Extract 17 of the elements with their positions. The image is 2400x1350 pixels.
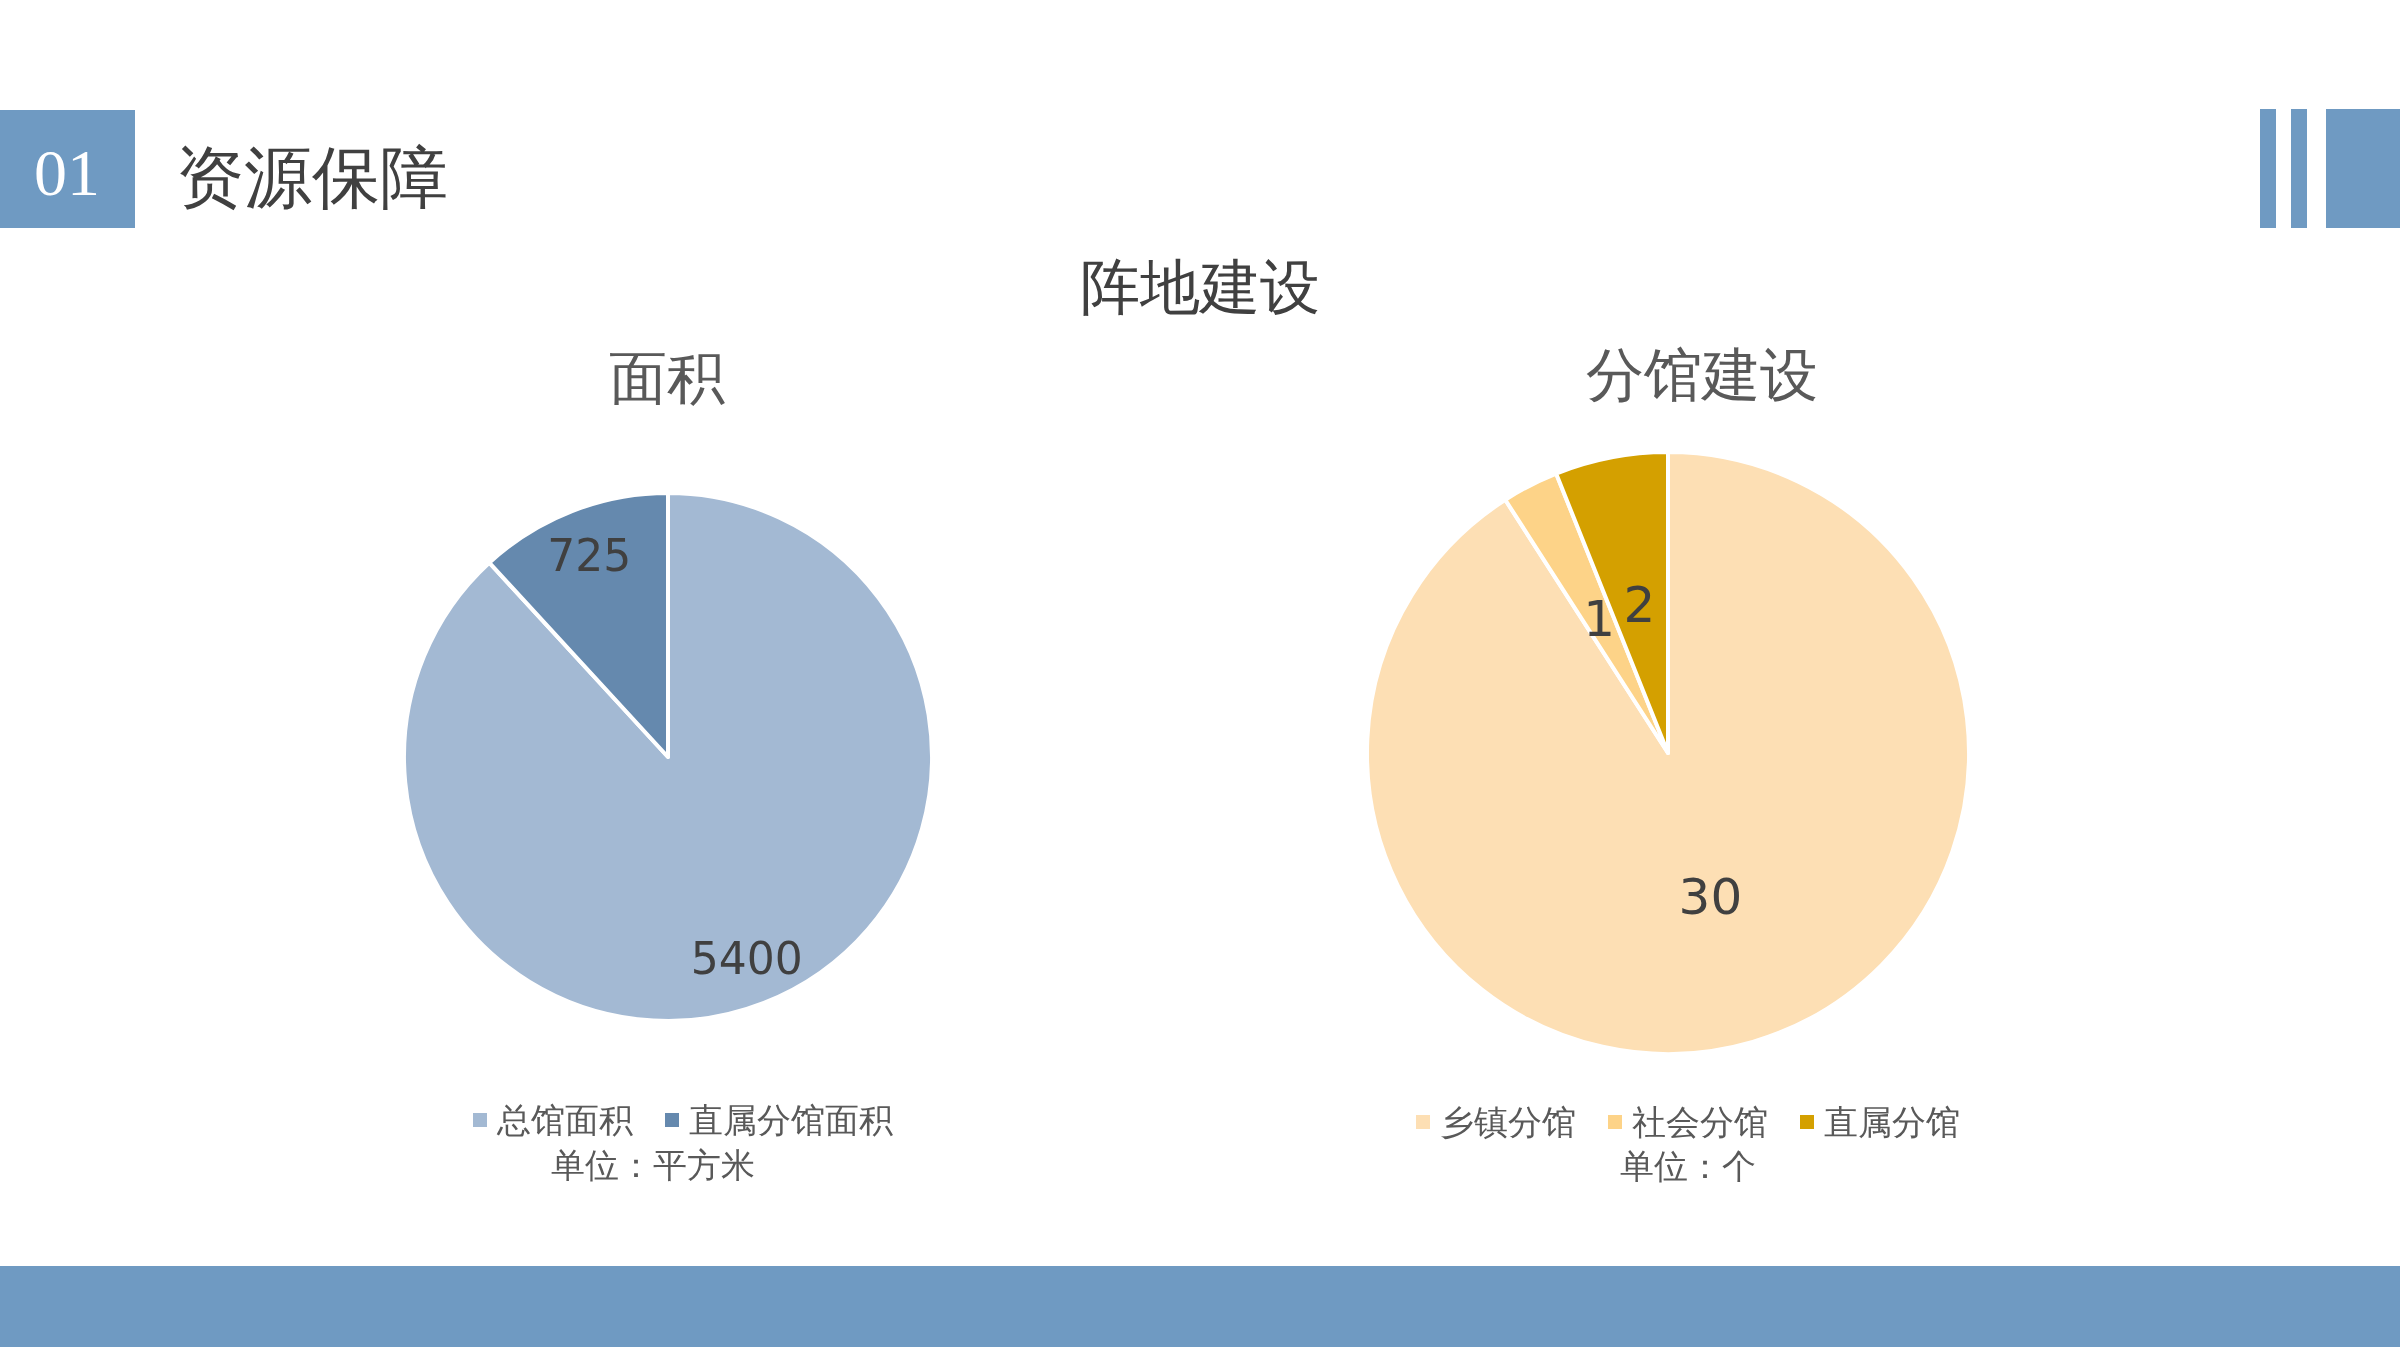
legend-label: 社会分馆	[1632, 1103, 1768, 1141]
data-label: 725	[547, 529, 632, 581]
legend-label: 乡镇分馆	[1440, 1103, 1576, 1141]
legend-label: 总馆面积	[496, 1101, 633, 1139]
chart-title: 面积	[609, 345, 725, 411]
data-label: 30	[1678, 868, 1743, 927]
data-label: 2	[1623, 576, 1656, 635]
text: 资源保障	[176, 140, 448, 216]
data-label: 5400	[690, 933, 803, 985]
text: 单位：平方米	[551, 1146, 755, 1184]
legend-label: 直属分馆	[1824, 1103, 1960, 1141]
legend-label: 直属分馆面积	[689, 1101, 893, 1139]
text: 单位：个	[1620, 1147, 1756, 1185]
text: 01	[34, 135, 100, 209]
chart-title: 分馆建设	[1586, 342, 1818, 408]
text: 阵地建设	[1080, 255, 1320, 321]
data-label: 1	[1583, 590, 1615, 649]
